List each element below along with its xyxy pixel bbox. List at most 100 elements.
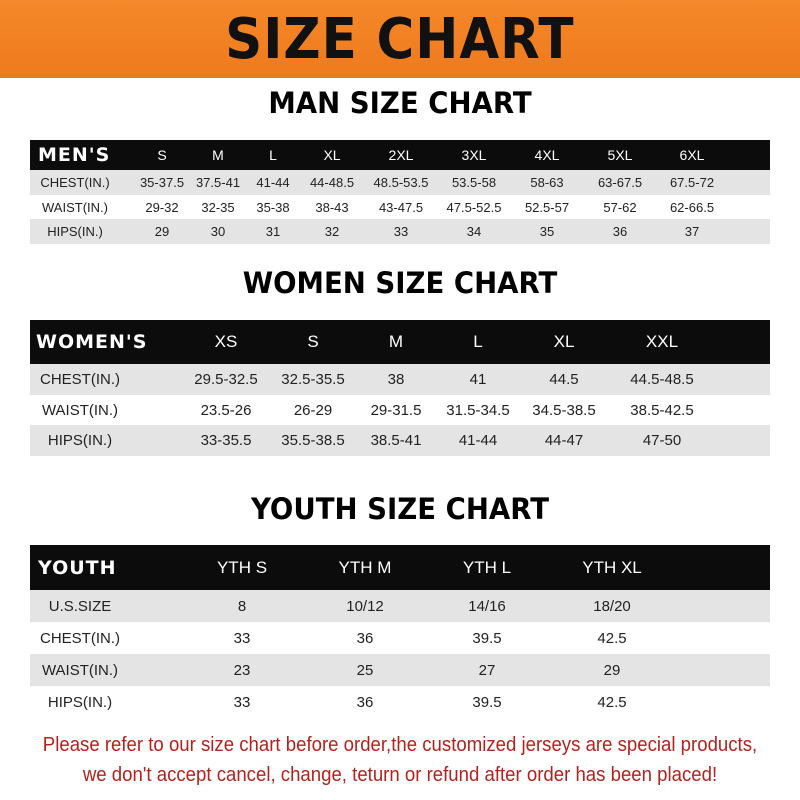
- table-cell: 33: [393, 224, 409, 239]
- size-column-header: YTH M: [338, 557, 392, 577]
- measure-label: CHEST(IN.): [40, 371, 120, 388]
- table-cell: 38-43: [315, 199, 349, 215]
- table-cell: 29: [154, 224, 170, 239]
- size-column-header: 3XL: [461, 147, 487, 163]
- table-cell: 36: [612, 224, 628, 239]
- table-cell: 44.5-48.5: [630, 371, 694, 388]
- notice-line-2: we don't accept cancel, change, teturn o…: [82, 764, 718, 786]
- size-column-header: 2XL: [388, 147, 414, 163]
- table-cell: 33: [233, 629, 251, 647]
- table-row: CHEST(IN.) 35-37.5 37.5-41 41-44 44-48.5 48.5…: [30, 170, 770, 195]
- size-column-header: 4XL: [534, 147, 560, 163]
- table-cell: 57-62: [603, 199, 637, 215]
- size-column-header: YTH XL: [582, 557, 642, 577]
- table-cell: 41-44: [458, 432, 498, 449]
- table-cell: 41: [469, 371, 487, 388]
- header-row: YOUTH YTH S YTH M YTH L YTH XL: [30, 545, 770, 590]
- size-column-header: M: [388, 332, 404, 351]
- measure-label: WAIST(IN.): [41, 401, 119, 419]
- table-cell: 23.5-26: [200, 401, 252, 419]
- header-row: WOMEN'S XS S M L XL XXL: [30, 320, 770, 364]
- table-cell: 35: [539, 224, 555, 239]
- size-column-header: XXL: [645, 332, 679, 351]
- size-column-header: S: [157, 147, 167, 163]
- table-cell: 25: [356, 661, 374, 679]
- men-size-table: MEN'S S M L XL 2XL 3XL 4XL 5XL 6XL CHEST(IN.) 35-37…: [30, 140, 770, 244]
- table-cell: 27: [478, 661, 496, 679]
- table-row: HIPS(IN.) 29 30 31 32 33 34 35 36 37: [30, 219, 770, 244]
- table-cell: 32.5-35.5: [281, 371, 345, 388]
- table-cell: 36: [356, 693, 374, 711]
- size-column-header: L: [269, 147, 277, 163]
- table-cell: 35-38: [256, 199, 290, 215]
- table-cell: 47-50: [642, 432, 682, 449]
- table-cell: 18/20: [593, 597, 631, 615]
- table-row: CHEST(IN.) 33 36 39.5 42.5: [30, 622, 770, 654]
- table-cell: 29.5-32.5: [194, 371, 258, 388]
- table-cell: 39.5: [472, 693, 502, 711]
- table-row: HIPS(IN.) 33-35.5 35.5-38.5 38.5-41 41-44 44-…: [30, 425, 770, 456]
- measure-label: WAIST(IN.): [42, 199, 108, 215]
- table-cell: 38.5-41: [370, 432, 422, 449]
- table-cell: 58-63: [530, 175, 564, 190]
- table-cell: 62-66.5: [669, 199, 715, 215]
- size-column-header: S: [307, 332, 319, 351]
- table-cell: 48.5-53.5: [373, 175, 429, 190]
- table-cell: 67.5-72: [669, 175, 715, 190]
- measure-label: HIPS(IN.): [47, 432, 113, 449]
- table-cell: 39.5: [472, 629, 502, 647]
- table-row: WAIST(IN.) 29-32 32-35 35-38 38-43 43-47.5 47.…: [30, 195, 770, 219]
- table-cell: 38: [387, 371, 405, 388]
- youth-heading: YOUTH SIZE CHART: [250, 492, 550, 526]
- women-size-table: WOMEN'S XS S M L XL XXL CHEST(IN.) 29.5-32.5 32.5…: [30, 320, 770, 456]
- table-cell: 33: [233, 693, 251, 711]
- men-heading: MAN SIZE CHART: [268, 86, 532, 120]
- table-cell: 10/12: [346, 597, 384, 615]
- table-cell: 32-35: [201, 199, 235, 215]
- table-cell: 8: [237, 597, 247, 615]
- table-row: HIPS(IN.) 33 36 39.5 42.5: [30, 686, 770, 718]
- size-column-header: L: [473, 332, 483, 351]
- table-cell: 42.5: [597, 629, 627, 647]
- table-cell: 31: [265, 224, 281, 239]
- table-row: U.S.SIZE 8 10/12 14/16 18/20: [30, 590, 770, 622]
- measure-label: CHEST(IN.): [40, 629, 120, 647]
- table-cell: 53.5-58: [451, 175, 497, 190]
- size-column-header: 5XL: [607, 147, 633, 163]
- measure-label: HIPS(IN.): [47, 224, 103, 239]
- table-cell: 44.5: [549, 371, 579, 388]
- table-cell: 37.5-41: [195, 175, 241, 190]
- table-cell: 37: [684, 224, 700, 239]
- table-cell: 33-35.5: [200, 432, 252, 449]
- table-cell: 35-37.5: [139, 175, 185, 190]
- table-label-header: WOMEN'S: [36, 331, 148, 353]
- table-cell: 42.5: [597, 693, 627, 711]
- measure-label: U.S.SIZE: [48, 597, 112, 615]
- table-cell: 52.5-57: [524, 199, 570, 215]
- table-label-header: YOUTH: [38, 556, 117, 579]
- table-cell: 63-67.5: [597, 175, 643, 190]
- measure-label: WAIST(IN.): [41, 661, 119, 679]
- youth-size-table: YOUTH YTH S YTH M YTH L YTH XL U.S.SIZE 8 10/12…: [30, 545, 770, 718]
- table-cell: 32: [324, 224, 340, 239]
- size-column-header: YTH S: [216, 557, 268, 577]
- table-cell: 31.5-34.5: [446, 401, 510, 419]
- page-title: SIZE CHART: [225, 6, 575, 72]
- table-cell: 30: [210, 224, 226, 239]
- notice-line-1: Please refer to our size chart before or…: [42, 734, 758, 756]
- table-cell: 34.5-38.5: [532, 401, 596, 419]
- table-cell: 47.5-52.5: [446, 199, 502, 215]
- measure-label: CHEST(IN.): [40, 175, 110, 190]
- table-cell: 35.5-38.5: [281, 432, 345, 449]
- table-cell: 14/16: [468, 597, 506, 615]
- size-column-header: YTH L: [462, 557, 512, 577]
- size-column-header: M: [212, 147, 224, 163]
- size-column-header: XS: [214, 332, 238, 351]
- header-row: MEN'S S M L XL 2XL 3XL 4XL 5XL 6XL: [30, 140, 770, 170]
- table-cell: 44-48.5: [309, 175, 355, 190]
- table-cell: 23: [233, 661, 251, 679]
- women-heading: WOMEN SIZE CHART: [242, 266, 558, 300]
- table-cell: 36: [356, 629, 374, 647]
- size-column-header: 6XL: [679, 147, 705, 163]
